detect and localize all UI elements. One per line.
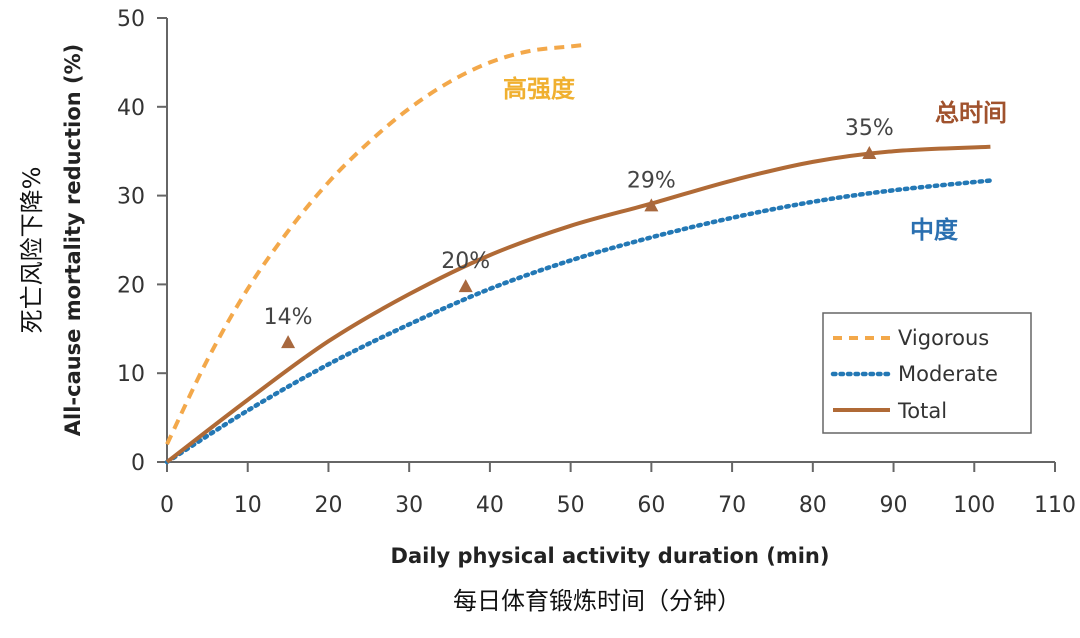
data-label: 20% <box>441 249 490 274</box>
data-marker <box>281 335 296 349</box>
y-tick-label: 50 <box>117 7 145 32</box>
y-tick-label: 30 <box>117 185 145 210</box>
x-tick-label: 60 <box>637 493 665 518</box>
x-tick-label: 20 <box>314 493 342 518</box>
x-tick-label: 0 <box>160 493 174 518</box>
y-tick-label: 10 <box>117 362 145 387</box>
data-marker <box>644 198 659 212</box>
data-label: 35% <box>845 116 894 141</box>
markers: 14% 20% 29% 35% <box>264 116 894 349</box>
legend-label-total: Total <box>897 399 947 423</box>
legend-label-moderate: Moderate <box>898 362 998 386</box>
x-tick-label: 80 <box>799 493 827 518</box>
series-line-moderate <box>164 178 993 465</box>
x-tick-label: 110 <box>1034 493 1076 518</box>
series-label-vigorous: 高强度 <box>503 75 576 103</box>
x-axis-label-zh: 每日体育锻炼时间（分钟） <box>453 587 741 615</box>
x-tick-label: 100 <box>953 493 995 518</box>
legend-label-vigorous: Vigorous <box>898 326 989 350</box>
x-axis-label: Daily physical activity duration (min) <box>391 544 830 568</box>
data-marker <box>862 145 877 159</box>
series-lines <box>164 42 993 465</box>
y-axis-label: All-cause mortality reduction (%) <box>61 44 85 437</box>
x-tick-label: 30 <box>395 493 423 518</box>
y-tick-label: 0 <box>131 451 145 476</box>
x-tick-label: 90 <box>880 493 908 518</box>
legend: Vigorous Moderate Total <box>822 312 1032 434</box>
ticks: 0 10 20 30 40 50 60 70 80 90 100 110 0 10 20 30 40 50 <box>117 7 1076 518</box>
x-tick-label: 10 <box>234 493 262 518</box>
data-label: 14% <box>264 305 313 330</box>
y-tick-label: 40 <box>117 96 145 121</box>
series-line-total <box>165 144 991 464</box>
series-label-moderate: 中度 <box>910 216 959 244</box>
y-tick-label: 20 <box>117 273 145 298</box>
y-axis-label-zh: 死亡风险下降% <box>18 167 46 334</box>
series-label-total: 总时间 <box>935 99 1007 127</box>
data-marker <box>458 279 473 293</box>
x-tick-label: 40 <box>476 493 504 518</box>
data-label: 29% <box>627 168 676 193</box>
x-tick-label: 50 <box>557 493 585 518</box>
series-line-vigorous <box>165 42 588 446</box>
x-tick-label: 70 <box>718 493 746 518</box>
axes <box>166 18 1055 463</box>
